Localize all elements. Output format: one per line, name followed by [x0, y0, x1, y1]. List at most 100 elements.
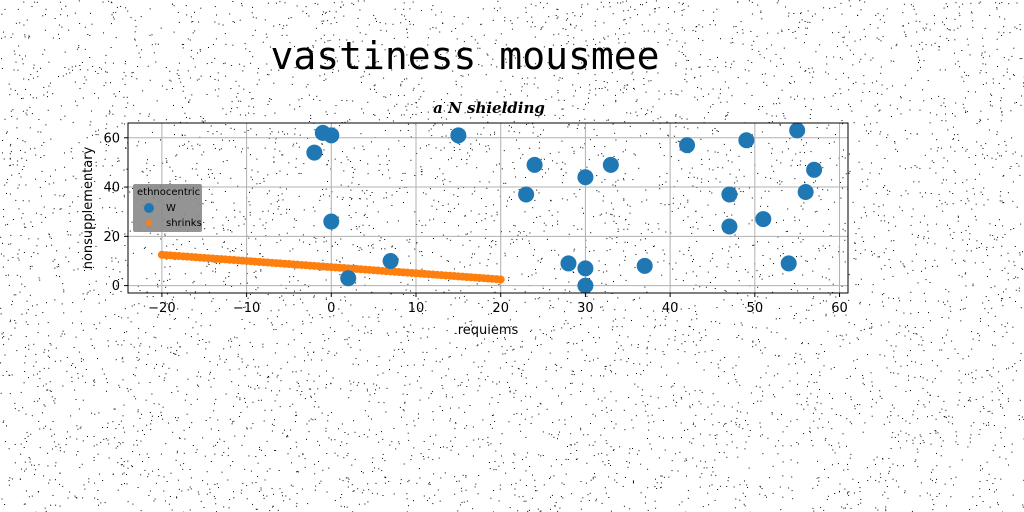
noise-speck [72, 121, 74, 123]
noise-speck [358, 250, 360, 251]
noise-speck [914, 165, 916, 167]
noise-speck [630, 112, 632, 114]
noise-speck [481, 366, 483, 368]
noise-speck [304, 398, 306, 400]
noise-speck [117, 462, 119, 464]
noise-speck [629, 508, 631, 510]
noise-speck [740, 322, 742, 324]
noise-speck [799, 151, 801, 153]
noise-speck [776, 159, 778, 161]
noise-speck [880, 268, 882, 270]
noise-speck [767, 437, 769, 439]
noise-speck [679, 250, 681, 252]
noise-speck [184, 273, 186, 275]
noise-speck [552, 44, 554, 46]
noise-speck [301, 488, 303, 490]
noise-speck [839, 88, 841, 90]
noise-speck [675, 126, 677, 128]
noise-speck [619, 69, 621, 70]
noise-speck [943, 416, 945, 417]
noise-speck [873, 459, 875, 461]
noise-speck [994, 238, 996, 240]
noise-speck [848, 172, 850, 174]
noise-speck [477, 42, 479, 44]
noise-speck [304, 458, 306, 460]
noise-speck [609, 6, 611, 8]
noise-speck [793, 13, 795, 14]
noise-speck [667, 134, 669, 136]
noise-speck [765, 297, 767, 299]
noise-speck [212, 217, 214, 219]
noise-speck [236, 107, 238, 109]
noise-speck [870, 372, 872, 374]
noise-speck [692, 261, 693, 263]
noise-speck [313, 406, 315, 408]
noise-speck [58, 443, 60, 445]
noise-speck [42, 15, 44, 17]
noise-speck [31, 6, 33, 7]
noise-speck [125, 7, 127, 9]
noise-speck [209, 417, 211, 419]
noise-speck [945, 3, 947, 5]
noise-speck [915, 459, 917, 461]
noise-speck [340, 238, 342, 240]
noise-speck [473, 361, 475, 363]
noise-speck [795, 352, 797, 354]
noise-speck [768, 275, 770, 277]
noise-speck [1000, 120, 1002, 122]
noise-speck [142, 460, 143, 462]
noise-speck [647, 509, 649, 511]
noise-speck [480, 24, 482, 26]
noise-speck [100, 141, 102, 143]
noise-speck [996, 38, 998, 40]
noise-speck [609, 236, 611, 238]
noise-speck [723, 405, 725, 407]
noise-speck [658, 407, 660, 409]
noise-speck [1015, 276, 1016, 278]
noise-speck [593, 119, 595, 121]
noise-speck [249, 341, 251, 343]
noise-speck [945, 120, 947, 122]
noise-speck [342, 480, 344, 482]
noise-speck [376, 61, 378, 63]
noise-speck [183, 44, 185, 45]
noise-speck [771, 44, 773, 46]
noise-speck [74, 81, 76, 83]
noise-speck [403, 54, 405, 56]
noise-speck [416, 242, 418, 243]
noise-speck [920, 363, 922, 365]
noise-speck [214, 6, 216, 8]
noise-speck [892, 85, 893, 87]
noise-speck [635, 373, 637, 374]
noise-speck [526, 21, 528, 23]
noise-speck [238, 384, 240, 386]
noise-speck [634, 267, 636, 269]
noise-speck [852, 478, 854, 480]
noise-speck [529, 466, 531, 467]
noise-speck [184, 134, 186, 136]
noise-speck [550, 465, 552, 467]
noise-speck [304, 284, 306, 286]
noise-speck [1018, 165, 1020, 167]
noise-speck [166, 481, 168, 482]
noise-speck [787, 15, 789, 17]
noise-speck [66, 231, 68, 233]
noise-speck [557, 9, 559, 10]
noise-speck [714, 24, 716, 26]
noise-speck [842, 228, 844, 230]
noise-speck [842, 177, 844, 179]
noise-speck [43, 427, 45, 429]
noise-speck [965, 373, 966, 375]
noise-speck [344, 432, 346, 433]
noise-speck [705, 335, 707, 337]
noise-speck [293, 226, 295, 228]
noise-speck [37, 253, 39, 255]
noise-speck [98, 294, 100, 295]
noise-speck [15, 199, 17, 201]
noise-speck [707, 204, 709, 206]
noise-speck [474, 187, 476, 189]
noise-speck [557, 211, 559, 213]
noise-speck [109, 110, 110, 112]
noise-speck [213, 144, 215, 145]
noise-speck [110, 1, 112, 3]
